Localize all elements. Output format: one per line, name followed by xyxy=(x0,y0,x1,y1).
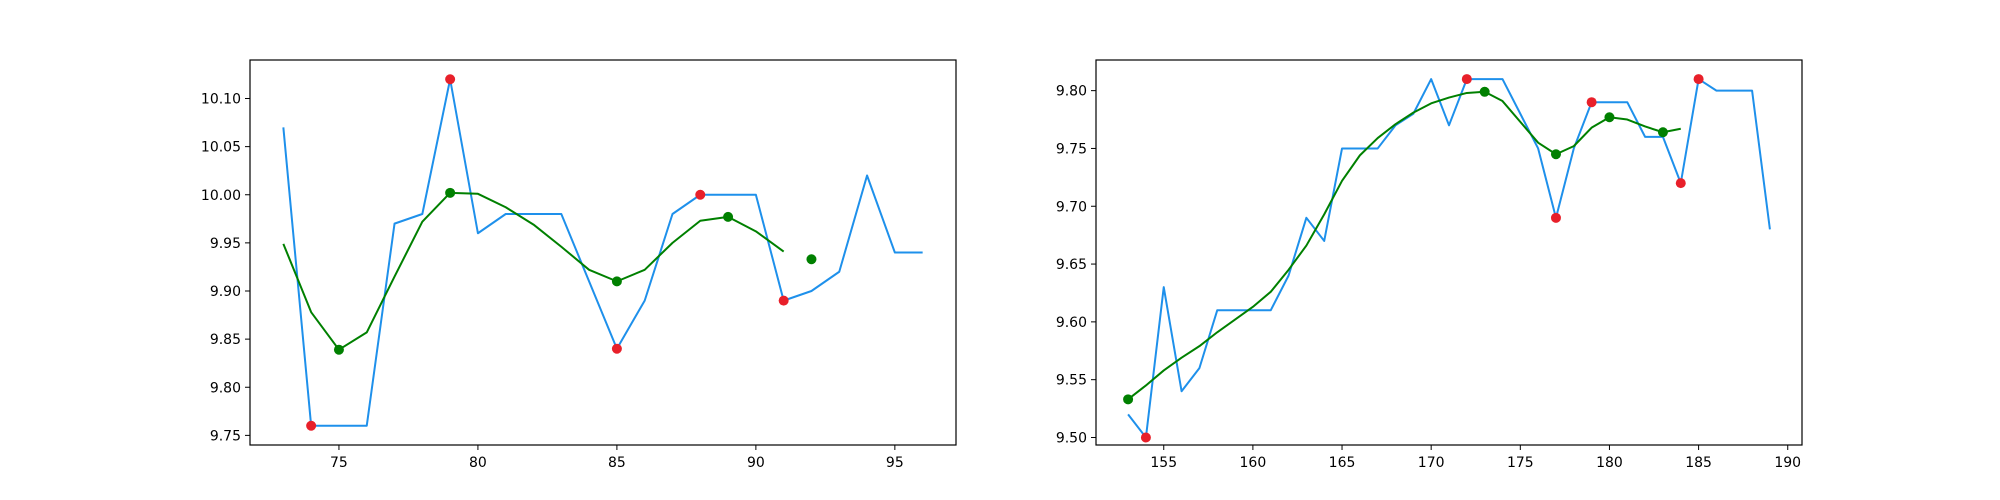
y-tick-label: 10.10 xyxy=(201,92,241,108)
chart-panel-right: 155 160 165 170 175 180 185 190 9.50 9.55 9.60 9.65… xyxy=(1056,59,1803,471)
y-tick-label: 9.65 xyxy=(1056,257,1087,273)
y-tick-label: 9.95 xyxy=(210,236,241,252)
x-tick-label: 90 xyxy=(747,455,765,471)
scatter-point-3-3 xyxy=(723,211,734,222)
y-tick-label: 9.80 xyxy=(210,380,241,396)
y-tick-label: 9.80 xyxy=(1056,84,1087,100)
y-tick-label: 9.75 xyxy=(210,428,241,444)
series-line-1 xyxy=(282,191,785,351)
x-tick-label: 175 xyxy=(1507,455,1534,471)
x-tick-label: 95 xyxy=(886,455,904,471)
scatter-point-3-1 xyxy=(1479,86,1490,97)
y-tick-label: 9.75 xyxy=(1056,141,1087,157)
series-line-0 xyxy=(1127,78,1771,439)
scatter-point-3-2 xyxy=(611,276,622,287)
x-tick-label: 190 xyxy=(1774,455,1801,471)
scatter-point-2-0 xyxy=(1140,432,1151,443)
y-tick-label: 9.70 xyxy=(1056,199,1087,215)
scatter-point-2-0 xyxy=(306,420,317,431)
chart-panel-left: 75 80 85 90 95 9.75 9.80 9.85 9.90 9.95 10.00 10.05… xyxy=(201,59,957,471)
scatter-point-3-3 xyxy=(1604,112,1615,123)
series-line-1 xyxy=(1127,90,1681,401)
y-tick-label: 9.90 xyxy=(210,284,241,300)
scatter-point-3-0 xyxy=(1123,394,1134,405)
x-tick-label: 180 xyxy=(1596,455,1623,471)
scatter-point-2-1 xyxy=(1461,74,1472,85)
y-tick-label: 9.60 xyxy=(1056,315,1087,331)
scatter-point-2-3 xyxy=(1586,97,1597,108)
scatter-point-2-1 xyxy=(445,74,456,85)
axes-frame xyxy=(1095,59,1803,446)
scatter-point-2-5 xyxy=(1693,74,1704,85)
scatter-point-2-4 xyxy=(778,295,789,306)
x-tick-label: 75 xyxy=(330,455,348,471)
scatter-point-3-2 xyxy=(1550,149,1561,160)
y-tick-label: 9.85 xyxy=(210,332,241,348)
y-tick-label: 9.50 xyxy=(1056,430,1087,446)
y-tick-label: 9.55 xyxy=(1056,373,1087,389)
y-tick-label: 10.05 xyxy=(201,140,241,156)
x-tick-label: 165 xyxy=(1329,455,1356,471)
series-line-0 xyxy=(282,78,923,427)
scatter-point-2-2 xyxy=(1550,212,1561,223)
scatter-point-3-4 xyxy=(1657,127,1668,138)
axes-frame xyxy=(249,59,957,446)
x-tick-label: 155 xyxy=(1150,455,1177,471)
x-tick-label: 170 xyxy=(1418,455,1445,471)
scatter-point-2-3 xyxy=(695,189,706,200)
x-tick-label: 160 xyxy=(1240,455,1267,471)
scatter-point-3-0 xyxy=(333,344,344,355)
scatter-point-2-2 xyxy=(611,343,622,354)
x-tick-label: 80 xyxy=(469,455,487,471)
x-tick-label: 185 xyxy=(1685,455,1712,471)
y-tick-label: 10.00 xyxy=(201,188,241,204)
x-tick-label: 85 xyxy=(608,455,626,471)
scatter-point-3-1 xyxy=(445,187,456,198)
scatter-point-2-4 xyxy=(1675,178,1686,189)
scatter-point-3-4 xyxy=(806,254,817,265)
